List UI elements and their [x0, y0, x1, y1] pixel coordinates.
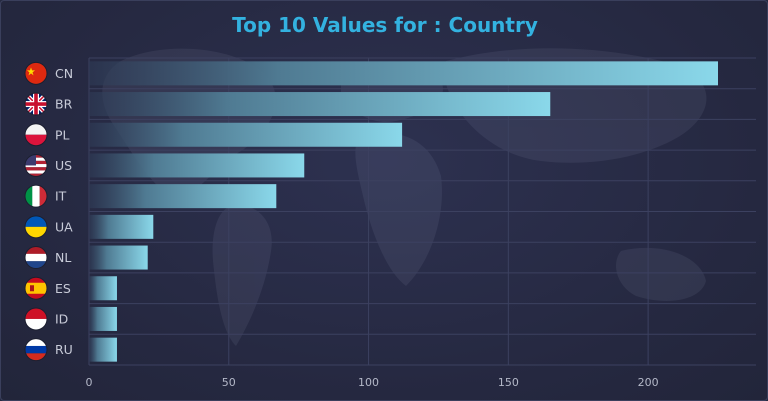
netherlands-flag-icon: [25, 246, 47, 269]
bar-es[interactable]: [89, 276, 117, 301]
x-tick-label: 150: [498, 376, 519, 389]
category-label-es: ES: [55, 281, 71, 296]
russia-flag-icon: [25, 338, 47, 361]
category-label-ua: UA: [55, 219, 73, 234]
flag-border: [24, 215, 48, 239]
bar-ua[interactable]: [89, 214, 154, 239]
ukraine-flag-icon: [25, 215, 47, 238]
flag-border: [24, 338, 48, 362]
bars-group: [89, 61, 718, 362]
category-label-id: ID: [55, 311, 68, 326]
china-flag-icon: [25, 62, 47, 85]
bar-pl[interactable]: [89, 122, 403, 147]
bar-id[interactable]: [89, 306, 117, 331]
category-label-ru: RU: [55, 342, 73, 357]
grid-lines: [88, 57, 756, 366]
category-label-it: IT: [55, 189, 67, 204]
flag-border: [24, 61, 48, 85]
flag-border: [24, 307, 48, 331]
bar-nl[interactable]: [89, 245, 148, 270]
flag-border: [24, 153, 48, 177]
flag-border: [24, 246, 48, 270]
usa-flag-icon: [25, 154, 47, 177]
x-tick-label: 50: [222, 376, 236, 389]
flag-border: [24, 92, 48, 116]
italy-flag-icon: [25, 185, 47, 208]
bar-us[interactable]: [89, 153, 305, 178]
flag-border: [24, 276, 48, 300]
poland-flag-icon: [25, 123, 47, 146]
category-label-us: US: [55, 158, 72, 173]
category-label-cn: CN: [55, 66, 73, 81]
category-label-br: BR: [55, 97, 73, 112]
chart-title: Top 10 Values for : Country: [232, 13, 538, 37]
x-tick-label: 200: [638, 376, 659, 389]
category-label-pl: PL: [55, 127, 70, 142]
bar-ru[interactable]: [89, 337, 117, 362]
x-tick-label: 0: [86, 376, 93, 389]
bar-br[interactable]: [89, 92, 551, 117]
bar-cn[interactable]: [89, 61, 718, 86]
flag-border: [24, 184, 48, 208]
spain-flag-icon: [25, 277, 47, 300]
bar-it[interactable]: [89, 184, 277, 209]
category-label-nl: NL: [55, 250, 71, 265]
category-labels-group: CN BR PL US IT UA NL ES ID RU: [55, 66, 73, 357]
uk-flag-icon: [25, 93, 47, 116]
flag-border: [24, 123, 48, 147]
flags-group: [24, 61, 48, 362]
x-tick-labels-group: 0 50 100 150 200: [86, 376, 659, 389]
indonesia-flag-icon: [25, 307, 47, 330]
x-tick-label: 100: [358, 376, 379, 389]
